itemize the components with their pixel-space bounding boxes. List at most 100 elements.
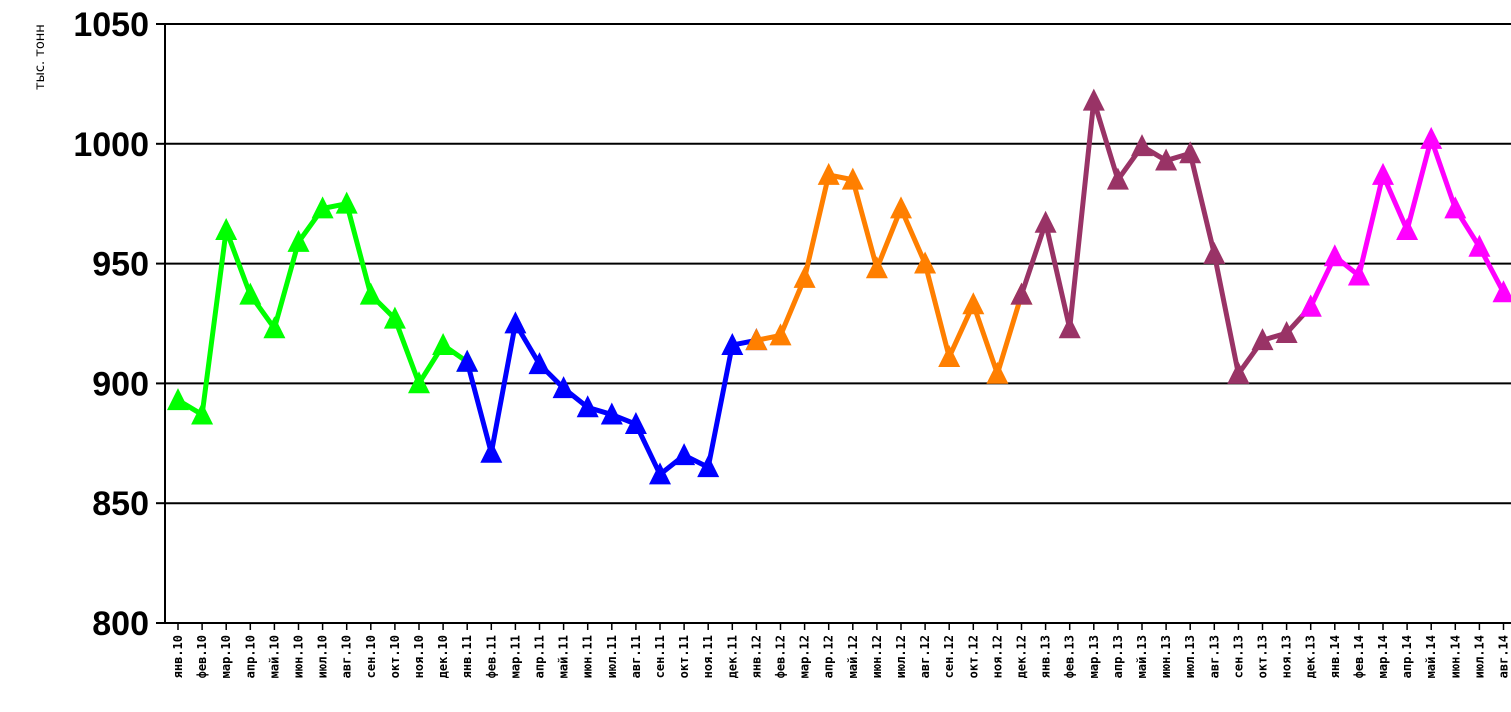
data-point-marker	[1396, 217, 1419, 240]
x-tick-label: апр.12	[822, 635, 836, 678]
x-tick-label: июн.13	[1159, 635, 1173, 678]
series-line	[1019, 98, 1241, 375]
x-tick-label: сен.13	[1231, 635, 1245, 678]
x-tick-label: дек.13	[1304, 635, 1318, 678]
data-point-marker	[986, 361, 1009, 384]
x-tick-label: ноя.13	[1280, 635, 1294, 678]
data-point-marker	[1275, 320, 1298, 343]
x-tick-label: фев.14	[1352, 635, 1366, 678]
series-2	[745, 162, 1033, 384]
x-tick-label: окт.13	[1256, 635, 1270, 678]
y-tick-label: 1000	[73, 126, 149, 164]
x-tick-label: апр.13	[1111, 635, 1125, 678]
x-tick-label: авг.10	[340, 635, 354, 678]
data-point-marker	[576, 395, 599, 418]
y-tick-label: 850	[92, 485, 149, 523]
data-point-marker	[215, 217, 238, 240]
data-point-marker	[769, 323, 792, 346]
x-tick-label: июл.12	[894, 635, 908, 678]
data-point-marker	[1468, 234, 1491, 257]
data-point-marker	[938, 344, 961, 367]
x-tick-label: июн.12	[870, 635, 884, 678]
data-point-marker	[649, 462, 671, 485]
x-tick-label: авг.13	[1207, 635, 1221, 678]
series-line	[755, 172, 1024, 377]
x-tick-label: янв.11	[460, 635, 474, 678]
x-tick-label: окт.12	[966, 635, 980, 678]
data-point-marker	[408, 371, 430, 394]
data-point-marker	[335, 191, 358, 214]
axes	[164, 24, 1511, 624]
x-axis-ticks: янв.10 фев.10 мар.10 апр.10 май.10 июн.10 июл.…	[171, 623, 1511, 678]
x-tick-label: мар.11	[508, 635, 522, 678]
data-point-marker	[1323, 244, 1346, 267]
data-point-marker	[1420, 126, 1443, 149]
data-point-marker	[624, 412, 647, 435]
data-point-marker	[817, 162, 840, 185]
x-tick-label: мар.12	[798, 635, 812, 678]
x-tick-label: июл.10	[316, 635, 330, 678]
data-point-marker	[1347, 263, 1370, 286]
data-point-marker	[552, 376, 575, 399]
x-tick-label: дек.12	[1015, 635, 1029, 678]
x-tick-label: янв.10	[171, 635, 185, 678]
data-point-marker	[1155, 148, 1178, 171]
x-tick-label: авг.12	[918, 635, 932, 678]
data-point-marker	[1227, 361, 1250, 384]
data-point-marker	[456, 349, 479, 372]
data-point-marker	[1082, 88, 1105, 111]
data-point-marker	[914, 251, 937, 274]
x-tick-label: май.12	[846, 635, 860, 678]
data-point-marker	[673, 443, 696, 466]
data-point-marker	[1034, 210, 1057, 233]
x-tick-label: апр.10	[243, 635, 257, 678]
data-point-marker	[1058, 316, 1081, 339]
y-axis-ticks: 800 850 900 950 1000 1050	[73, 6, 165, 643]
data-point-marker	[528, 352, 551, 375]
x-tick-label: авг.14	[1497, 635, 1511, 678]
x-tick-label: май.13	[1135, 635, 1149, 678]
x-tick-label: июн.14	[1448, 635, 1462, 678]
series-line	[1236, 305, 1313, 376]
data-point-marker	[1444, 196, 1467, 219]
x-tick-label: ноя.11	[701, 635, 715, 678]
x-tick-label: фев.10	[195, 635, 209, 678]
x-tick-label: апр.14	[1400, 635, 1414, 678]
series-0	[167, 191, 479, 425]
x-tick-label: июл.13	[1183, 635, 1197, 678]
data-point-marker	[432, 332, 455, 355]
x-tick-label: ноя.10	[412, 635, 426, 678]
data-point-marker	[287, 229, 310, 252]
data-point-marker	[167, 388, 189, 411]
data-point-marker	[793, 265, 816, 288]
data-point-marker	[239, 282, 262, 305]
x-tick-label: фев.11	[484, 635, 498, 678]
series-lines	[167, 88, 1511, 485]
data-point-marker	[745, 328, 768, 351]
data-point-marker	[1372, 162, 1394, 185]
series-3	[1010, 88, 1250, 384]
data-point-marker	[962, 292, 985, 315]
data-point-marker	[841, 167, 864, 190]
x-tick-label: фев.13	[1063, 635, 1077, 678]
data-point-marker	[1179, 141, 1202, 164]
y-axis-label: тыс. тонн	[33, 24, 48, 90]
x-tick-label: авг.11	[629, 635, 643, 678]
grid-lines	[165, 23, 1511, 505]
x-tick-label: окт.11	[677, 635, 691, 678]
data-point-marker	[697, 455, 720, 478]
series-1	[456, 311, 768, 485]
x-tick-label: дек.10	[436, 635, 450, 678]
x-tick-label: апр.11	[533, 635, 547, 678]
y-tick-label: 1050	[73, 6, 149, 44]
data-point-marker	[1106, 167, 1129, 190]
x-tick-label: мар.14	[1376, 635, 1390, 678]
x-tick-label: май.11	[557, 635, 571, 678]
x-tick-label: май.14	[1424, 635, 1438, 678]
data-point-marker	[191, 402, 214, 425]
x-tick-label: сен.11	[653, 635, 667, 678]
x-tick-label: сен.10	[364, 635, 378, 678]
data-point-marker	[504, 311, 527, 334]
data-point-marker	[359, 282, 382, 305]
